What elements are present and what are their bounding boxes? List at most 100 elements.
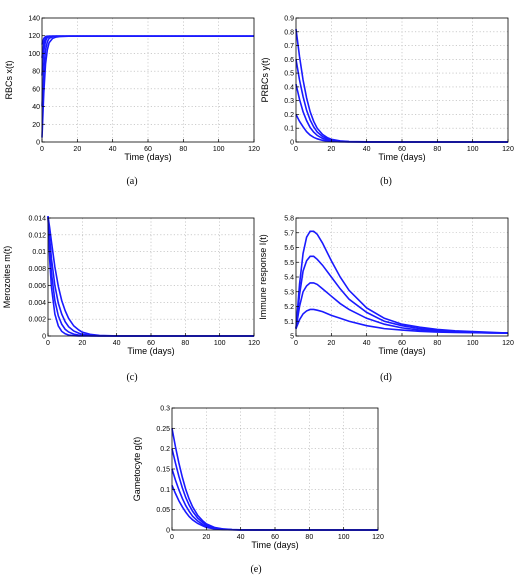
- x-axis-label: Time (days): [251, 540, 298, 550]
- chart-d: 0 20 40 60 80 100 120 5 5.1 5.2 5.3 5.4 5.5 5.6 5.7 5.8…: [258, 216, 514, 384]
- y-tick-label: 80: [32, 69, 40, 76]
- subfigure-caption: (c): [126, 372, 137, 383]
- y-tick-label: 0.8: [284, 29, 294, 36]
- y-tick-label: 0.4: [284, 84, 294, 91]
- y-tick-label: 0.25: [156, 426, 170, 433]
- x-tick-label: 120: [502, 146, 514, 153]
- y-tick-label: 0: [42, 334, 46, 341]
- y-axis-label: RBCs x(t): [4, 61, 14, 100]
- chart-panel-c: 0 20 40 60 80 100 120 0 0.002 0.004 0.006 0.008 0.01…: [0, 200, 265, 392]
- series-line-4: [295, 308, 509, 334]
- y-tick-label: 0.002: [28, 317, 46, 324]
- series-line-1: [171, 428, 378, 531]
- x-tick-label: 100: [467, 340, 479, 347]
- y-tick-label: 5.6: [284, 245, 294, 252]
- x-tick-label: 100: [213, 146, 225, 153]
- y-tick-label: 0.012: [28, 232, 46, 239]
- y-tick-label: 0.2: [284, 112, 294, 119]
- x-tick-label: 40: [363, 340, 371, 347]
- x-tick-label: 20: [78, 340, 86, 347]
- y-axis-label: Gametocyte g(t): [132, 437, 142, 502]
- chart-e: 0 20 40 60 80 100 120 0 0.05 0.1 0.15 0.2 0.25 0.3 Tim…: [132, 406, 384, 576]
- x-tick-label: 40: [113, 340, 121, 347]
- y-tick-label: 0.004: [28, 300, 46, 307]
- y-tick-label: 0.15: [156, 467, 170, 474]
- chart-a: 0 20 40 60 80 100 120 0 20 40 60 80 100 120 140 Time (d…: [4, 16, 260, 188]
- x-tick-label: 0: [40, 146, 44, 153]
- x-tick-label: 40: [109, 146, 117, 153]
- subfigure-caption: (a): [126, 176, 137, 187]
- y-tick-label: 5.4: [284, 275, 294, 282]
- x-tick-label: 60: [147, 340, 155, 347]
- y-tick-label: 0.05: [156, 507, 170, 514]
- y-tick-label: 0.01: [32, 249, 46, 256]
- series-line-5: [41, 35, 254, 45]
- y-tick-label: 0.1: [160, 487, 170, 494]
- subfigure-caption: (e): [250, 564, 261, 575]
- y-tick-label: 20: [32, 122, 40, 129]
- y-tick-label: 60: [32, 86, 40, 93]
- y-tick-label: 0.5: [284, 71, 294, 78]
- x-tick-label: 80: [433, 340, 441, 347]
- y-tick-label: 40: [32, 104, 40, 111]
- y-tick-label: 100: [28, 51, 40, 58]
- y-tick-label: 0.9: [284, 16, 294, 23]
- y-tick-label: 0.006: [28, 283, 46, 290]
- y-tick-label: 140: [28, 16, 40, 23]
- y-tick-label: 0: [166, 528, 170, 535]
- y-tick-label: 5.1: [284, 319, 294, 326]
- x-tick-label: 100: [467, 146, 479, 153]
- x-tick-label: 120: [372, 534, 384, 541]
- x-tick-label: 0: [294, 146, 298, 153]
- x-tick-label: 120: [502, 340, 514, 347]
- y-tick-label: 5.5: [284, 260, 294, 267]
- x-tick-label: 60: [144, 146, 152, 153]
- y-tick-label: 0.1: [284, 126, 294, 133]
- x-tick-label: 20: [73, 146, 81, 153]
- x-tick-label: 60: [398, 340, 406, 347]
- x-axis-label: Time (days): [124, 152, 171, 162]
- chart-panel-e: 0 20 40 60 80 100 120 0 0.05 0.1 0.15 0.2 0.25 0.3 Tim…: [128, 392, 393, 584]
- x-tick-label: 100: [214, 340, 226, 347]
- y-tick-label: 5.8: [284, 216, 294, 223]
- x-tick-label: 120: [248, 340, 260, 347]
- y-tick-label: 5: [290, 334, 294, 341]
- y-tick-label: 0: [290, 140, 294, 147]
- x-tick-label: 20: [327, 340, 335, 347]
- x-axis-label: Time (days): [378, 346, 425, 356]
- subfigure-caption: (d): [380, 372, 392, 383]
- y-tick-label: 0.2: [160, 446, 170, 453]
- y-tick-label: 0: [36, 140, 40, 147]
- y-tick-label: 0.6: [284, 57, 294, 64]
- y-tick-label: 120: [28, 33, 40, 40]
- chart-panel-a: 0 20 40 60 80 100 120 0 20 40 60 80 100 120 140 Time (d…: [0, 0, 265, 192]
- x-tick-label: 60: [271, 534, 279, 541]
- y-tick-label: 0.008: [28, 266, 46, 273]
- x-tick-label: 60: [398, 146, 406, 153]
- y-axis-label: PRBCs y(t): [260, 57, 270, 102]
- x-tick-label: 80: [181, 340, 189, 347]
- y-axis-label: Merozoites m(t): [2, 246, 12, 309]
- y-tick-label: 0.3: [284, 98, 294, 105]
- x-tick-label: 0: [46, 340, 50, 347]
- y-tick-label: 5.3: [284, 289, 294, 296]
- y-tick-label: 0.014: [28, 216, 46, 223]
- chart-b: 0 20 40 60 80 100 120 0 0.1 0.2 0.3 0.4 0.5 0.6 0.7 0.8…: [260, 16, 514, 188]
- y-tick-label: 0.3: [160, 406, 170, 413]
- x-axis-label: Time (days): [127, 346, 174, 356]
- x-tick-label: 40: [363, 146, 371, 153]
- x-tick-label: 20: [327, 146, 335, 153]
- chart-c: 0 20 40 60 80 100 120 0 0.002 0.004 0.006 0.008 0.01…: [2, 216, 260, 384]
- x-tick-label: 80: [179, 146, 187, 153]
- x-tick-label: 20: [202, 534, 210, 541]
- x-tick-label: 80: [433, 146, 441, 153]
- x-tick-label: 0: [294, 340, 298, 347]
- y-tick-label: 0.7: [284, 43, 294, 50]
- x-axis-label: Time (days): [378, 152, 425, 162]
- x-tick-label: 80: [305, 534, 313, 541]
- y-axis-label: Immune response I(t): [258, 234, 268, 320]
- x-tick-label: 120: [248, 146, 260, 153]
- chart-panel-d: 0 20 40 60 80 100 120 5 5.1 5.2 5.3 5.4 5.5 5.6 5.7 5.8…: [258, 200, 523, 392]
- chart-panel-b: 0 20 40 60 80 100 120 0 0.1 0.2 0.3 0.4 0.5 0.6 0.7 0.8…: [258, 0, 523, 192]
- y-tick-label: 5.7: [284, 230, 294, 237]
